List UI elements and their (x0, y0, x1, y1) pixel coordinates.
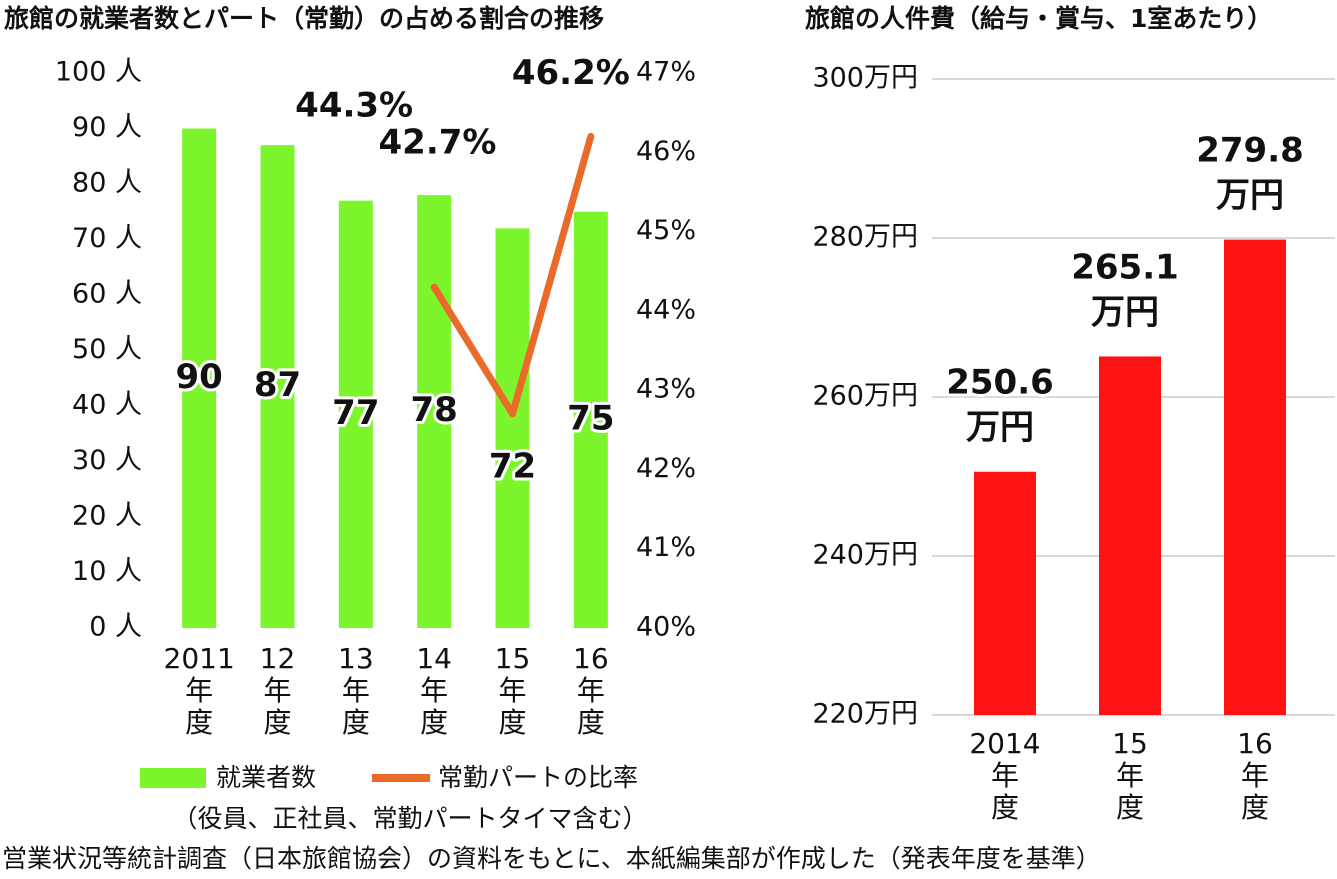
y-tick-label: 70 人 (72, 223, 142, 254)
data-label: 44.3% (295, 86, 413, 126)
y-tick-label: 240万円 (812, 540, 918, 571)
y2-tick-label: 41% (636, 532, 696, 563)
y2-tick-label: 45% (636, 215, 696, 246)
chart-title: 旅館の人件費（給与・賞与、1室あたり） (805, 4, 1272, 33)
y2-tick-label: 46% (636, 136, 696, 167)
x-tick-label: 12 年度 (260, 642, 296, 739)
x-tick-label: 15 年度 (1112, 727, 1148, 824)
legend-swatch (140, 768, 206, 788)
y-tick-label: 80 人 (72, 168, 142, 199)
data-label: 78 (411, 390, 458, 430)
y-tick-label: 280万円 (812, 222, 918, 253)
legend-label: 常勤パートの比率 (438, 763, 638, 792)
data-label: 265.1 万円 (1071, 247, 1179, 332)
x-tick-label: 2014 年度 (969, 727, 1040, 824)
bar (417, 195, 452, 628)
legend-label: 就業者数 (216, 763, 316, 792)
data-label: 87 (254, 365, 301, 405)
bar (338, 200, 373, 628)
y-tick-label: 300万円 (812, 63, 918, 94)
x-tick-label: 13 年度 (338, 642, 374, 739)
data-label: 72 (489, 447, 536, 487)
y-tick-label: 100 人 (55, 57, 142, 88)
x-tick-label: 16 年度 (573, 642, 609, 739)
bar (1099, 356, 1161, 715)
y-tick-label: 10 人 (72, 556, 142, 587)
bar (495, 228, 530, 628)
y-tick-label: 260万円 (812, 381, 918, 412)
y-tick-label: 90 人 (72, 112, 142, 143)
bar (182, 128, 217, 628)
data-label: 77 (332, 393, 379, 433)
x-tick-label: 15 年度 (495, 642, 531, 739)
y-tick-label: 20 人 (72, 501, 142, 532)
bar (260, 145, 295, 628)
data-label: 90 (176, 357, 223, 397)
line (430, 132, 595, 418)
y-tick-label: 50 人 (72, 334, 142, 365)
x-tick-label: 16 年度 (1237, 727, 1273, 824)
y-tick-label: 220万円 (812, 699, 918, 730)
data-label: 250.6 万円 (946, 362, 1054, 447)
y2-tick-label: 42% (636, 453, 696, 484)
legend-note: （役員、正社員、常勤パートタイマ含む） (172, 804, 647, 833)
source: 営業状況等統計調査（日本旅館協会）の資料をもとに、本紙編集部が作成した（発表年度… (2, 844, 1101, 873)
y2-tick-label: 47% (636, 57, 696, 88)
y-tick-label: 0 人 (89, 612, 142, 643)
y-tick-label: 40 人 (72, 390, 142, 421)
bar (1224, 239, 1286, 715)
y2-tick-label: 40% (636, 612, 696, 643)
data-label: 279.8 万円 (1196, 130, 1304, 215)
bar (573, 211, 608, 628)
x-tick-label: 14 年度 (416, 642, 452, 739)
y2-tick-label: 44% (636, 294, 696, 325)
bar (974, 471, 1036, 715)
x-tick-label: 2011 年度 (164, 642, 235, 739)
data-label: 75 (567, 398, 614, 438)
y-tick-label: 60 人 (72, 279, 142, 310)
y-tick-label: 30 人 (72, 445, 142, 476)
y2-tick-label: 43% (636, 374, 696, 405)
chart-title: 旅館の就業者数とパート（常勤）の占める割合の推移 (4, 4, 604, 33)
data-label: 46.2% (512, 53, 630, 93)
data-label: 42.7% (379, 122, 497, 162)
